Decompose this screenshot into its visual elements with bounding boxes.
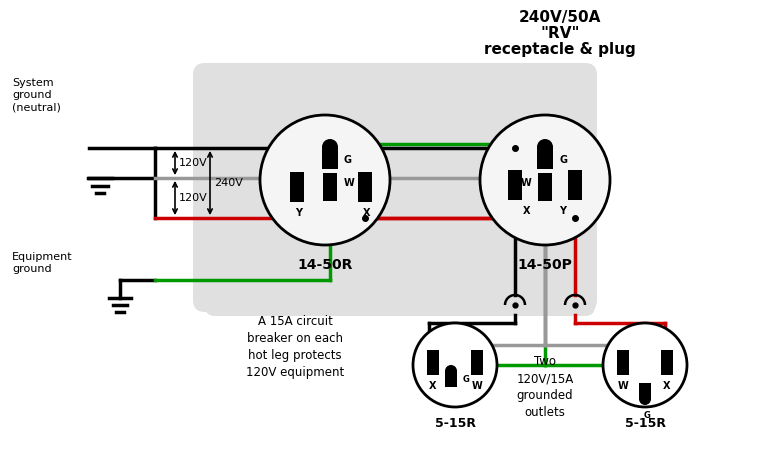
Text: 14-50R: 14-50R: [297, 258, 353, 272]
Bar: [537, 147, 553, 169]
Text: receptacle & plug: receptacle & plug: [484, 42, 636, 57]
Bar: [661, 350, 673, 375]
Text: Y: Y: [296, 208, 303, 218]
Text: 5-15R: 5-15R: [624, 417, 666, 430]
Text: A 15A circuit
breaker on each
hot leg protects
120V equipment: A 15A circuit breaker on each hot leg pr…: [246, 315, 344, 379]
Text: G: G: [644, 411, 650, 420]
Bar: [358, 172, 372, 202]
Text: 14-50P: 14-50P: [518, 258, 572, 272]
Circle shape: [445, 365, 457, 377]
Bar: [639, 383, 651, 399]
Text: X: X: [523, 206, 531, 216]
Text: 240V: 240V: [214, 178, 243, 188]
Circle shape: [260, 115, 390, 245]
Bar: [538, 173, 552, 201]
FancyBboxPatch shape: [193, 63, 597, 312]
Text: Y: Y: [560, 206, 567, 216]
Text: System
ground
(neutral): System ground (neutral): [12, 78, 61, 113]
Text: 120V: 120V: [179, 158, 208, 168]
Bar: [323, 173, 337, 201]
Text: W: W: [344, 178, 355, 188]
Text: X: X: [429, 381, 437, 391]
Text: W: W: [520, 178, 531, 188]
Bar: [568, 170, 582, 200]
Text: 240V/50A: 240V/50A: [519, 10, 601, 25]
Circle shape: [537, 139, 553, 155]
Circle shape: [413, 323, 497, 407]
Text: X: X: [363, 208, 371, 218]
Circle shape: [322, 139, 338, 155]
FancyBboxPatch shape: [205, 78, 595, 316]
Bar: [290, 172, 304, 202]
Bar: [471, 350, 483, 375]
Text: Two
120V/15A
grounded
outlets: Two 120V/15A grounded outlets: [516, 355, 574, 419]
Bar: [427, 350, 439, 375]
Text: 120V: 120V: [179, 193, 208, 203]
Circle shape: [639, 393, 651, 405]
Text: G: G: [344, 155, 352, 165]
Text: "RV": "RV": [540, 26, 580, 41]
Text: 5-15R: 5-15R: [435, 417, 475, 430]
Bar: [445, 371, 457, 387]
Bar: [508, 170, 522, 200]
Text: G: G: [463, 375, 470, 384]
Text: G: G: [559, 155, 567, 165]
Text: W: W: [617, 381, 628, 391]
Text: W: W: [472, 381, 482, 391]
Bar: [322, 147, 338, 169]
Circle shape: [603, 323, 687, 407]
Circle shape: [480, 115, 610, 245]
Bar: [617, 350, 629, 375]
Text: X: X: [664, 381, 670, 391]
Text: Equipment
ground: Equipment ground: [12, 252, 73, 275]
